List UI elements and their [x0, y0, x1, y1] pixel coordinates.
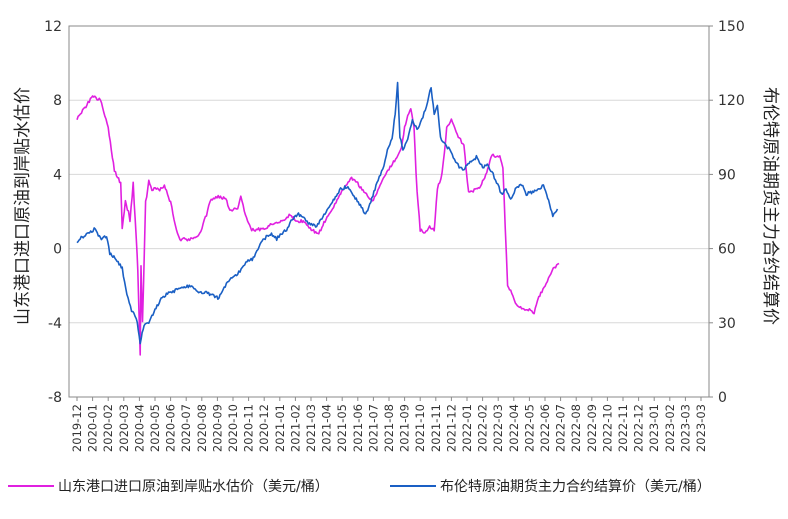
right-tick-label: 120: [718, 93, 745, 109]
x-tick-label: 2022-11: [616, 404, 630, 452]
right-tick-label: 30: [718, 316, 736, 332]
x-tick-label: 2022-08: [569, 404, 583, 452]
x-tick-label: 2022-02: [476, 404, 490, 452]
x-tick-label: 2020-02: [101, 404, 115, 452]
legend-label: 山东港口进口原油到岸贴水估价（美元/桶）: [58, 479, 329, 495]
x-tick-label: 2022-06: [538, 404, 552, 452]
series-lines: [76, 81, 560, 356]
x-tick-label: 2021-11: [429, 404, 443, 452]
x-tick-label: 2020-08: [195, 404, 209, 452]
x-tick-label: 2022-12: [632, 404, 646, 452]
series-line-1: [76, 95, 560, 356]
x-tick-label: 2021-04: [320, 404, 334, 452]
right-axis-ticks: 0 30 60 90 120 150: [709, 19, 745, 406]
x-tick-label: 2021-10: [413, 404, 427, 452]
x-tick-label: 2022-01: [460, 404, 474, 452]
x-tick-label: 2023-03: [694, 404, 708, 452]
x-axis-ticks: 2019-12 2020-01 2020-02 2020-03 2020-04 2020-…: [70, 397, 708, 452]
left-tick-label: 12: [44, 19, 62, 35]
left-tick-label: -8: [48, 390, 62, 406]
x-tick-label: 2022-07: [554, 404, 568, 452]
series-line-2: [76, 81, 559, 345]
x-tick-label: 2020-07: [179, 404, 193, 452]
x-tick-label: 2021-07: [366, 404, 380, 452]
left-tick-label: 4: [53, 167, 62, 183]
x-tick-label: 2021-02: [288, 404, 302, 452]
legend: 山东港口进口原油到岸贴水估价（美元/桶） 布伦特原油期货主力合约结算价（美元/桶）: [8, 478, 711, 495]
x-tick-label: 2022-03: [491, 404, 505, 452]
left-tick-label: 8: [53, 93, 62, 109]
x-tick-label: 2020-06: [164, 404, 178, 452]
x-tick-label: 2021-03: [304, 404, 318, 452]
right-tick-label: 90: [718, 167, 736, 183]
x-tick-label: 2021-06: [351, 404, 365, 452]
x-tick-label: 2023-02: [663, 404, 677, 452]
plot-frame: [68, 25, 710, 398]
x-tick-label: 2021-08: [382, 404, 396, 452]
x-tick-label: 2019-12: [70, 404, 84, 452]
x-tick-label: 2021-05: [335, 404, 349, 452]
x-tick-label: 2020-05: [148, 404, 162, 452]
x-tick-label: 2023-03: [678, 404, 692, 452]
x-tick-label: 2022-05: [522, 404, 536, 452]
right-axis-title: 布伦特原油期货主力合约结算价: [760, 87, 780, 325]
x-tick-label: 2021-09: [398, 404, 412, 452]
left-tick-label: 0: [53, 242, 62, 258]
x-tick-label: 2021-01: [273, 404, 287, 452]
x-tick-label: 2022-04: [507, 404, 521, 452]
x-tick-label: 2020-03: [117, 404, 131, 452]
x-tick-label: 2020-10: [226, 404, 240, 452]
right-tick-label: 0: [718, 390, 727, 406]
x-tick-label: 2022-09: [585, 404, 599, 452]
x-tick-label: 2020-11: [242, 404, 256, 452]
x-tick-label: 2021-12: [444, 404, 458, 452]
legend-label: 布伦特原油期货主力合约结算价（美元/桶）: [440, 478, 711, 495]
grid-lines: [69, 25, 709, 398]
x-tick-label: 2022-10: [600, 404, 614, 452]
x-tick-label: 2020-04: [132, 404, 146, 452]
right-tick-label: 150: [718, 19, 745, 35]
x-tick-label: 2020-01: [86, 404, 100, 452]
left-axis-ticks: -8 -4 0 4 8 12: [44, 19, 62, 406]
left-tick-label: -4: [48, 316, 62, 332]
x-tick-label: 2020-09: [210, 404, 224, 452]
left-axis-title: 山东港口进口原油到岸贴水估价: [13, 87, 33, 325]
x-tick-label: 2020-12: [257, 404, 271, 452]
right-tick-label: 60: [718, 242, 736, 258]
x-tick-label: 2023-01: [647, 404, 661, 452]
